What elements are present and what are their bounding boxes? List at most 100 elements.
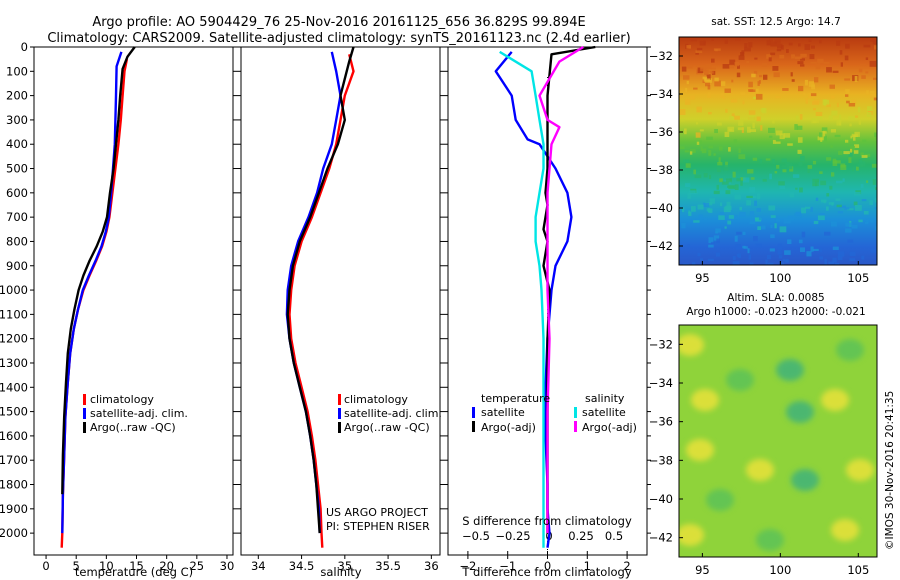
figure-title-line1: Argo profile: AO 5904429_76 25-Nov-2016 … <box>92 15 585 30</box>
sst-texture-cell <box>734 184 739 190</box>
sst-texture-cell <box>850 135 853 139</box>
sst-texture-cell <box>863 211 869 215</box>
sst-texture-cell <box>738 55 745 60</box>
sst-texture-cell <box>736 178 741 182</box>
sst-texture-cell <box>698 214 703 220</box>
sst-texture-cell <box>772 139 776 144</box>
salinity-xtick-label: 35 <box>338 559 353 573</box>
sst-texture-cell <box>845 43 850 49</box>
sst-texture-cell <box>826 104 831 107</box>
sst-texture-cell <box>725 108 728 113</box>
sst-texture-cell <box>710 71 714 74</box>
depth-tick-label: 1900 <box>0 502 28 516</box>
sst-texture-cell <box>713 153 716 156</box>
sst-texture-cell <box>758 80 761 84</box>
sst-texture-cell <box>772 159 775 164</box>
sst-texture-cell <box>740 177 746 181</box>
legend-swatch-climatology <box>83 394 86 405</box>
sla-texture-blob <box>691 389 719 411</box>
sst-texture-cell <box>849 251 856 256</box>
sla-texture-blob <box>746 459 774 481</box>
sst-texture-cell <box>845 89 850 95</box>
sst-texture-cell <box>749 219 756 225</box>
sla-map <box>679 325 877 557</box>
sst-texture-cell <box>781 158 787 163</box>
sst-texture-cell <box>812 119 819 123</box>
sst-texture-cell <box>861 255 865 260</box>
sst-texture-cell <box>711 58 715 63</box>
sst-texture-cell <box>719 212 725 217</box>
sst-texture-cell <box>757 81 760 86</box>
legend-label-s-argo: Argo(-adj) <box>582 421 637 434</box>
sst-texture-cell <box>808 93 813 99</box>
sst-texture-cell <box>697 253 701 257</box>
sst-texture-cell <box>774 223 777 229</box>
sst-texture-cell <box>801 231 806 238</box>
sst-texture-cell <box>782 169 787 173</box>
sst-texture-cell <box>848 116 855 121</box>
sst-texture-cell <box>748 110 756 115</box>
sst-texture-cell <box>702 80 705 83</box>
sst-texture-cell <box>772 120 775 124</box>
sst-texture-cell <box>716 184 719 190</box>
sst-texture-cell <box>759 159 763 164</box>
sst-texture-cell <box>856 166 859 171</box>
sst-texture-cell <box>839 114 842 121</box>
sst-texture-cell <box>810 207 813 212</box>
sst-texture-cell <box>766 54 771 59</box>
sla-map-ytick-label: −34 <box>649 376 673 390</box>
legend-swatch-t-argo <box>472 421 475 432</box>
sst-texture-cell <box>720 93 724 98</box>
sst-texture-cell <box>772 66 779 71</box>
sst-texture-cell <box>753 96 756 100</box>
s-difference-tick-label: 0.5 <box>605 529 623 543</box>
sst-texture-cell <box>861 155 868 158</box>
depth-tick-label: 1800 <box>0 478 28 492</box>
salinity-xtick-label: 34.5 <box>289 559 315 573</box>
sst-texture-cell <box>711 37 714 41</box>
sst-texture-cell <box>867 106 873 111</box>
sst-texture-cell <box>714 80 721 87</box>
sst-texture-cell <box>851 224 858 229</box>
sst-texture-cell <box>812 95 816 99</box>
sst-texture-cell <box>873 97 877 101</box>
sst-texture-cell <box>869 200 873 205</box>
sst-texture-cell <box>724 88 731 93</box>
sst-texture-cell <box>708 112 712 115</box>
sst-texture-cell <box>709 198 715 204</box>
sst-texture-cell <box>686 45 691 49</box>
sst-texture-cell <box>828 261 835 265</box>
sst-texture-cell <box>866 112 872 117</box>
sst-texture-cell <box>756 208 761 212</box>
sla-texture-blob <box>791 469 819 491</box>
sst-texture-cell <box>719 202 723 207</box>
sst-texture-cell <box>707 85 711 90</box>
sst-texture-cell <box>768 262 774 265</box>
sst-texture-cell <box>796 125 803 130</box>
sla-map-ytick-label: −36 <box>649 415 673 429</box>
sst-texture-cell <box>819 171 823 174</box>
sst-texture-cell <box>779 54 785 59</box>
sst-texture-cell <box>798 162 803 166</box>
sst-texture-cell <box>819 248 823 252</box>
sst-texture-cell <box>738 148 741 154</box>
sst-texture-cell <box>723 214 727 220</box>
legend-label-satellite: satellite-adj. clim. <box>344 407 442 420</box>
s-difference-tick-label: −0.25 <box>495 529 530 543</box>
sst-texture-cell <box>743 177 750 183</box>
sst-texture-cell <box>826 206 829 211</box>
sst-texture-cell <box>870 219 874 223</box>
depth-tick-label: 1200 <box>0 332 28 346</box>
sla-map-xtick-label: 105 <box>847 563 869 577</box>
temperature-series-argo-raw-qc- <box>61 46 136 495</box>
sst-texture-cell <box>685 87 688 93</box>
difference-series-satellite-salinity <box>499 50 545 548</box>
legend-label-satellite: satellite-adj. clim. <box>90 407 188 420</box>
sst-texture-cell <box>821 199 827 203</box>
sla-texture-blob <box>831 519 859 541</box>
sst-texture-cell <box>831 172 835 177</box>
sst-texture-cell <box>742 231 746 235</box>
sst-texture-cell <box>837 255 843 260</box>
sst-texture-cell <box>679 146 685 150</box>
sla-map-ytick-label: −40 <box>649 492 673 506</box>
